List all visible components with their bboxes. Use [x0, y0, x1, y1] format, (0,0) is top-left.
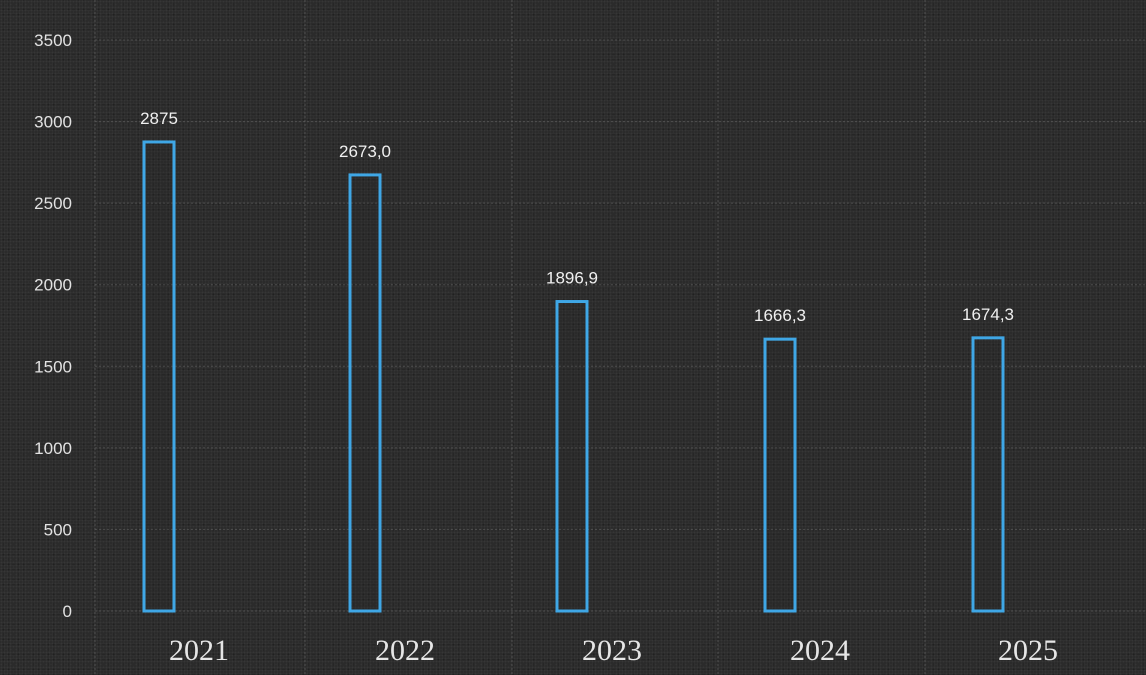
x-tick-label: 2021: [169, 634, 229, 667]
bars: [142, 140, 1005, 613]
bar: [971, 336, 1005, 613]
data-label: 2875: [140, 109, 178, 128]
x-tick-label: 2025: [998, 634, 1058, 667]
x-tick-label: 2022: [375, 634, 435, 667]
bar: [555, 300, 589, 613]
y-tick-label: 3500: [34, 31, 72, 50]
data-label: 1666,3: [754, 306, 806, 325]
y-tick-label: 2000: [34, 276, 72, 295]
y-tick-label: 1000: [34, 439, 72, 458]
bar: [142, 140, 176, 613]
data-label: 2673,0: [339, 142, 391, 161]
data-label: 1896,9: [546, 269, 598, 288]
x-axis-tick-labels: 2021 2022 2023 2024 2025: [169, 634, 1058, 667]
data-label: 1674,3: [962, 305, 1014, 324]
y-tick-label: 3000: [34, 113, 72, 132]
y-tick-label: 1500: [34, 357, 72, 376]
data-labels: 2875 2673,0 1896,9 1666,3 1674,3: [140, 109, 1014, 325]
bar: [763, 337, 797, 613]
y-tick-label: 2500: [34, 194, 72, 213]
y-tick-label: 0: [63, 602, 72, 621]
bar: [348, 173, 382, 613]
x-tick-label: 2023: [582, 634, 642, 667]
y-axis-tick-labels: 0 500 1000 1500 2000 2500 3000 3500: [34, 31, 72, 621]
y-tick-label: 500: [44, 520, 72, 539]
x-tick-label: 2024: [790, 634, 850, 667]
grid-lines: [94, 0, 1146, 675]
